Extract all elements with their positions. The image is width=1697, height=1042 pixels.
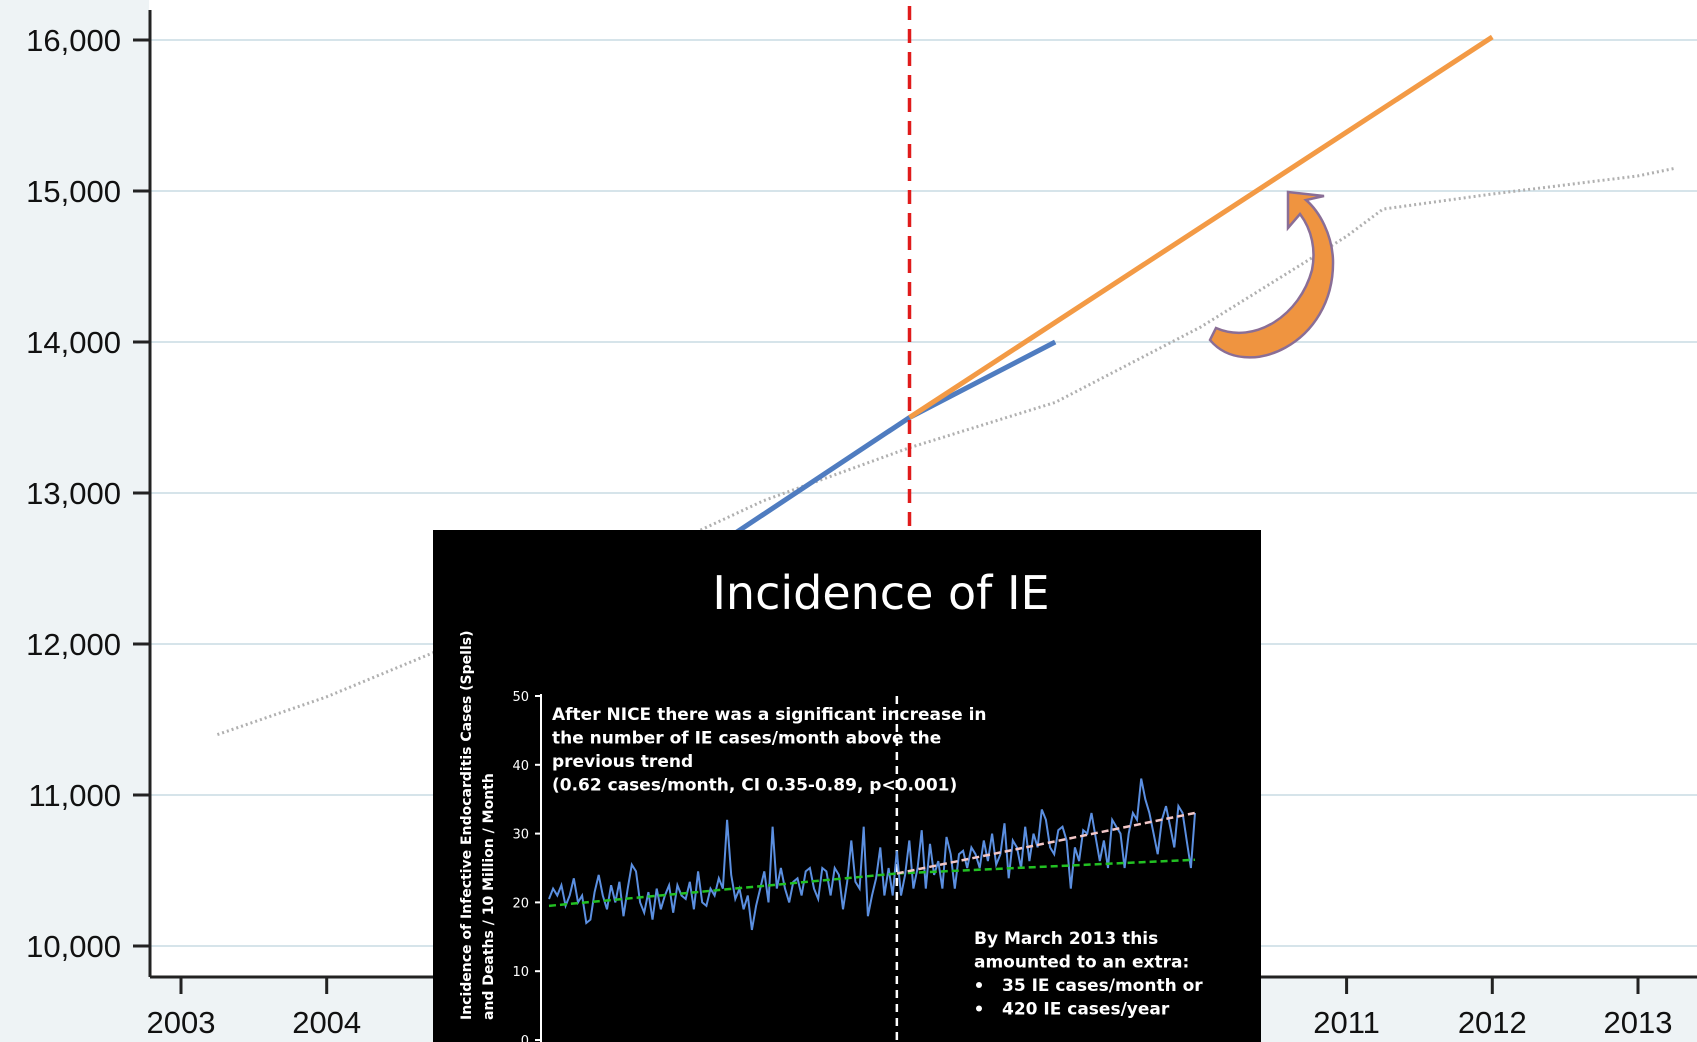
curved-arrow-icon — [1208, 190, 1335, 359]
inset-axes: 0 10 20 30 40 50 — [512, 690, 542, 1042]
inset-annotation-top-line: the number of IE cases/month above the — [552, 729, 941, 749]
y-tick-label: 12,000 — [26, 627, 121, 662]
y-tick-label: 16,000 — [26, 23, 121, 58]
y-tick-label: 13,000 — [26, 476, 121, 511]
x-tick-label: 2012 — [1458, 1005, 1527, 1040]
inset-monthly-line — [548, 778, 1196, 931]
inset-trend-actual — [896, 811, 1196, 875]
inset-annotations: After NICE there was a significant incre… — [552, 705, 1203, 1020]
bullet-icon — [976, 1005, 982, 1012]
x-tick-label: 2003 — [147, 1005, 216, 1040]
y-tick-label: 11,000 — [28, 778, 121, 813]
inset-background — [433, 530, 1261, 1042]
inset-series-group — [548, 696, 1196, 1042]
inset-annotation-top-line: After NICE there was a significant incre… — [552, 705, 987, 725]
inset-annotation-top-line: (0.62 cases/month, CI 0.35-0.89, p<0.001… — [552, 776, 957, 796]
inset-y-axis-label: Incidence of Infective Endocarditis Case… — [459, 631, 497, 1020]
inset-y-tick-label: 30 — [512, 828, 529, 843]
inset-y-tick-label: 10 — [512, 965, 529, 980]
y-axis-ticks: 10,000 11,000 12,000 13,000 14,000 15,000 16,0… — [26, 23, 150, 964]
inset-annotation-bottom-line: amounted to an extra: — [974, 953, 1189, 973]
inset-y-tick-label: 50 — [512, 690, 529, 705]
inset-annotation-top-line: previous trend — [552, 752, 693, 772]
inset-y-tick-label: 0 — [521, 1034, 529, 1042]
inset-title: Incidence of IE — [712, 566, 1049, 620]
inset-trend-projected — [896, 858, 1196, 875]
bullet-icon — [976, 982, 982, 988]
inset-chart: Incidence of IE Incidence of Infective E… — [433, 530, 1261, 1042]
inset-annotation-bottom-line: By March 2013 this — [974, 929, 1158, 949]
y-tick-label: 14,000 — [26, 325, 121, 360]
inset-y-tick-label: 20 — [512, 896, 529, 911]
inset-annotation-bullet: 35 IE cases/month or — [1002, 976, 1203, 996]
x-tick-label: 2004 — [292, 1005, 361, 1040]
inset-annotation-bullet: 420 IE cases/year — [1002, 1000, 1170, 1020]
x-tick-label: 2011 — [1313, 1005, 1380, 1040]
inset-y-tick-label: 40 — [512, 759, 529, 774]
y-tick-label: 10,000 — [26, 929, 121, 964]
series-line-orange — [908, 34, 1494, 420]
y-tick-label: 15,000 — [26, 174, 121, 209]
inset-trend-before — [548, 872, 897, 908]
x-tick-label: 2013 — [1604, 1005, 1673, 1040]
